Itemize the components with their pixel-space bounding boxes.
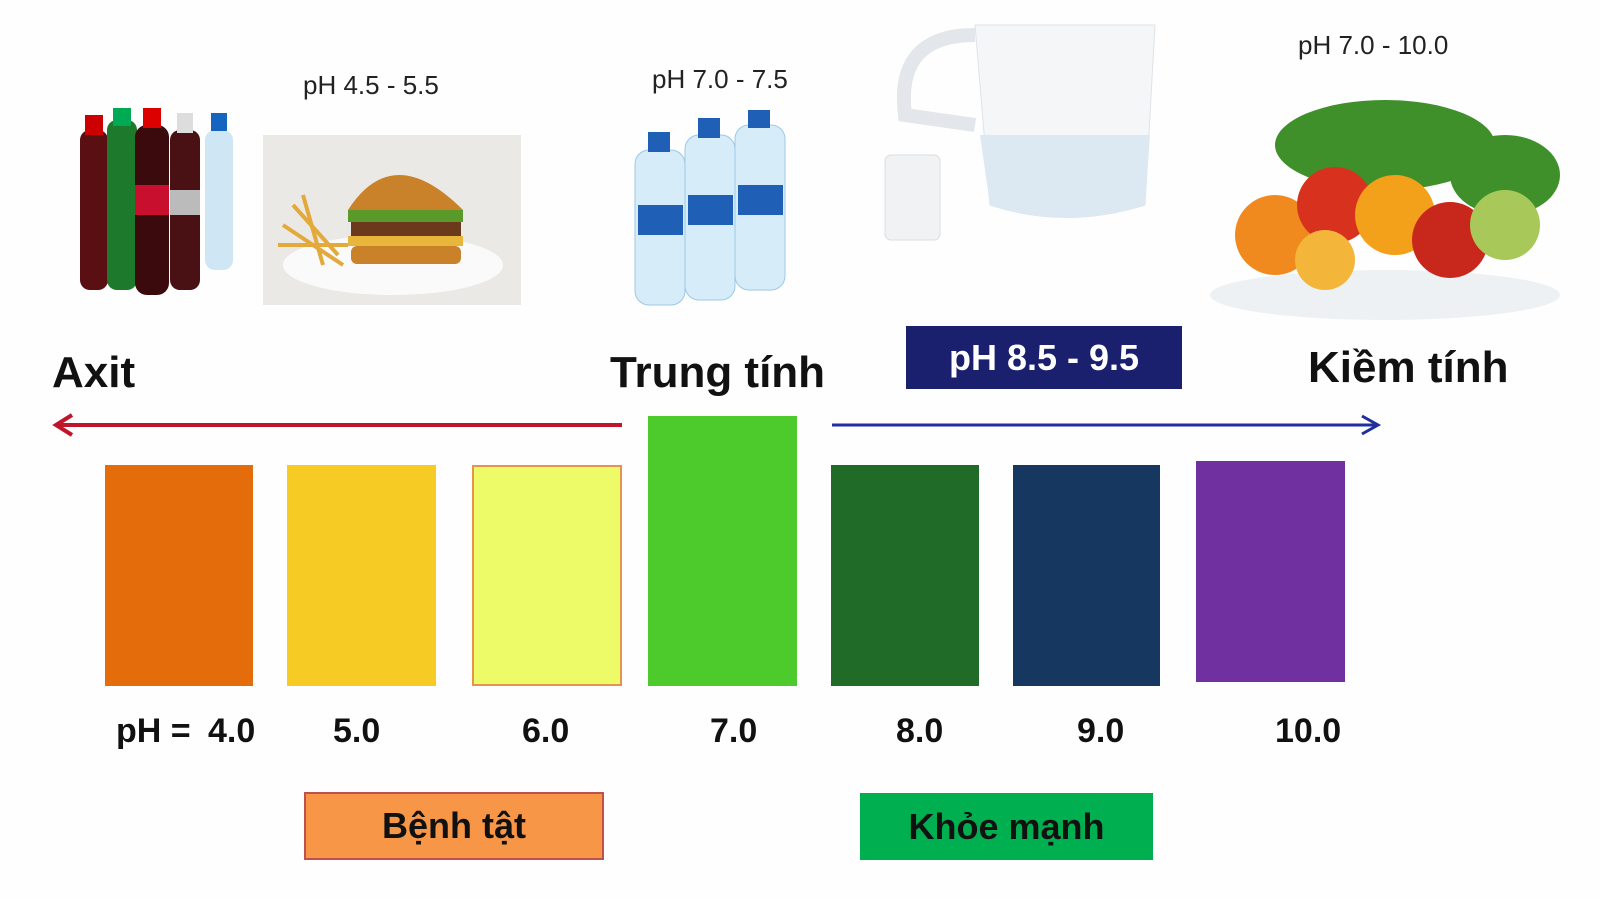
ph-bar-6.0 <box>472 465 622 686</box>
acid-arrow <box>52 413 622 437</box>
ph-bar-10.0 <box>1196 461 1345 682</box>
scale-arrows <box>52 413 1382 437</box>
junk-food-ph-caption: pH 4.5 - 5.5 <box>303 70 439 100</box>
soda-bottles-image <box>80 108 233 295</box>
ph-prefix: pH = <box>116 712 191 750</box>
alkaline-arrow <box>832 414 1382 436</box>
ph-label-10.0: 10.0 <box>1275 712 1342 750</box>
fruits-vegetables-image <box>1210 100 1560 320</box>
ph-label-4.0: 4.0 <box>208 712 256 750</box>
alkaline-label: Kiềm tính <box>1308 343 1509 392</box>
filtered-water-ph-box: pH 8.5 - 9.5 <box>906 326 1182 389</box>
ph-bar-9.0 <box>1013 465 1160 686</box>
ph-bar-4.0 <box>105 465 253 686</box>
fruits-ph-caption: pH 7.0 - 10.0 <box>1298 30 1449 60</box>
ph-label-6.0: 6.0 <box>522 712 570 750</box>
water-bottles-image <box>634 110 786 306</box>
ph-bar-5.0 <box>287 465 436 686</box>
acid-label: Axit <box>52 348 136 397</box>
water-filter-pitcher-image <box>884 24 1156 241</box>
healthy-zone-box: Khỏe mạnh <box>860 793 1153 860</box>
ph-label-5.0: 5.0 <box>333 712 381 750</box>
ph-bar-7.0 <box>648 416 797 686</box>
ph-label-9.0: 9.0 <box>1077 712 1125 750</box>
ph-label-7.0: 7.0 <box>710 712 758 750</box>
ph-label-8.0: 8.0 <box>896 712 944 750</box>
neutral-label: Trung tính <box>610 348 826 397</box>
disease-zone-box: Bệnh tật <box>304 792 604 860</box>
burger-fries-image <box>263 135 521 305</box>
bottled-water-ph-caption: pH 7.0 - 7.5 <box>652 64 788 94</box>
ph-bar-8.0 <box>831 465 979 686</box>
